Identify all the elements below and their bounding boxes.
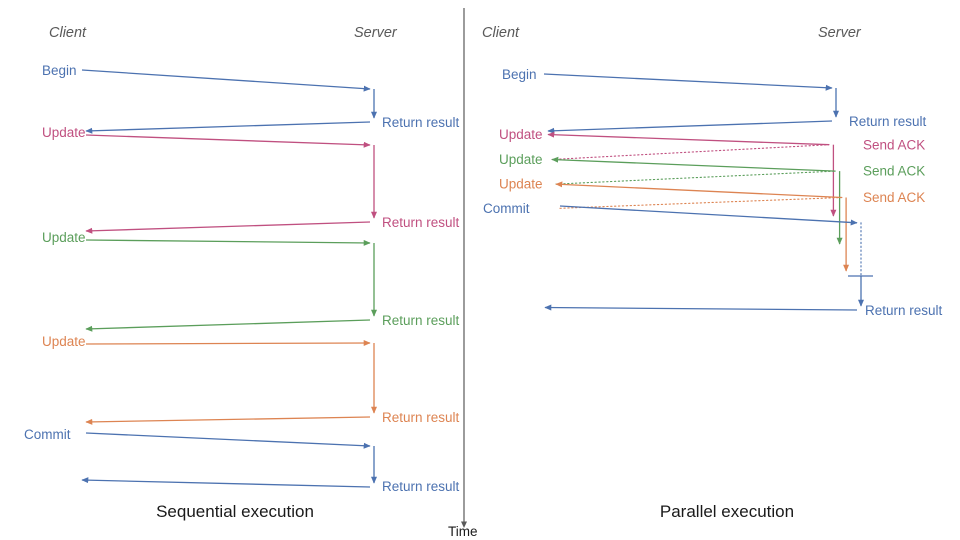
svg-text:Update: Update <box>42 230 86 245</box>
svg-text:Update: Update <box>42 125 86 140</box>
svg-text:Server: Server <box>354 25 398 41</box>
svg-text:Commit: Commit <box>24 427 71 442</box>
svg-text:Send ACK: Send ACK <box>863 138 925 153</box>
svg-text:Send ACK: Send ACK <box>863 164 925 179</box>
svg-text:Return result: Return result <box>382 215 460 230</box>
svg-text:Return result: Return result <box>382 115 460 130</box>
svg-text:Update: Update <box>499 127 543 142</box>
svg-text:Begin: Begin <box>42 63 77 78</box>
svg-text:Server: Server <box>818 25 862 41</box>
svg-text:Return result: Return result <box>849 114 927 129</box>
svg-text:Send ACK: Send ACK <box>863 190 925 205</box>
svg-text:Return result: Return result <box>382 313 460 328</box>
svg-text:Sequential execution: Sequential execution <box>156 502 314 521</box>
svg-text:Return result: Return result <box>382 410 460 425</box>
svg-text:Client: Client <box>482 25 520 41</box>
svg-text:Begin: Begin <box>502 67 537 82</box>
svg-text:Parallel execution: Parallel execution <box>660 502 794 521</box>
svg-text:Time: Time <box>448 524 478 539</box>
svg-text:Client: Client <box>49 25 87 41</box>
svg-text:Return result: Return result <box>865 303 943 318</box>
svg-text:Update: Update <box>499 177 543 192</box>
svg-text:Update: Update <box>499 152 543 167</box>
svg-text:Commit: Commit <box>483 201 530 216</box>
svg-text:Return result: Return result <box>382 479 460 494</box>
svg-text:Update: Update <box>42 334 86 349</box>
